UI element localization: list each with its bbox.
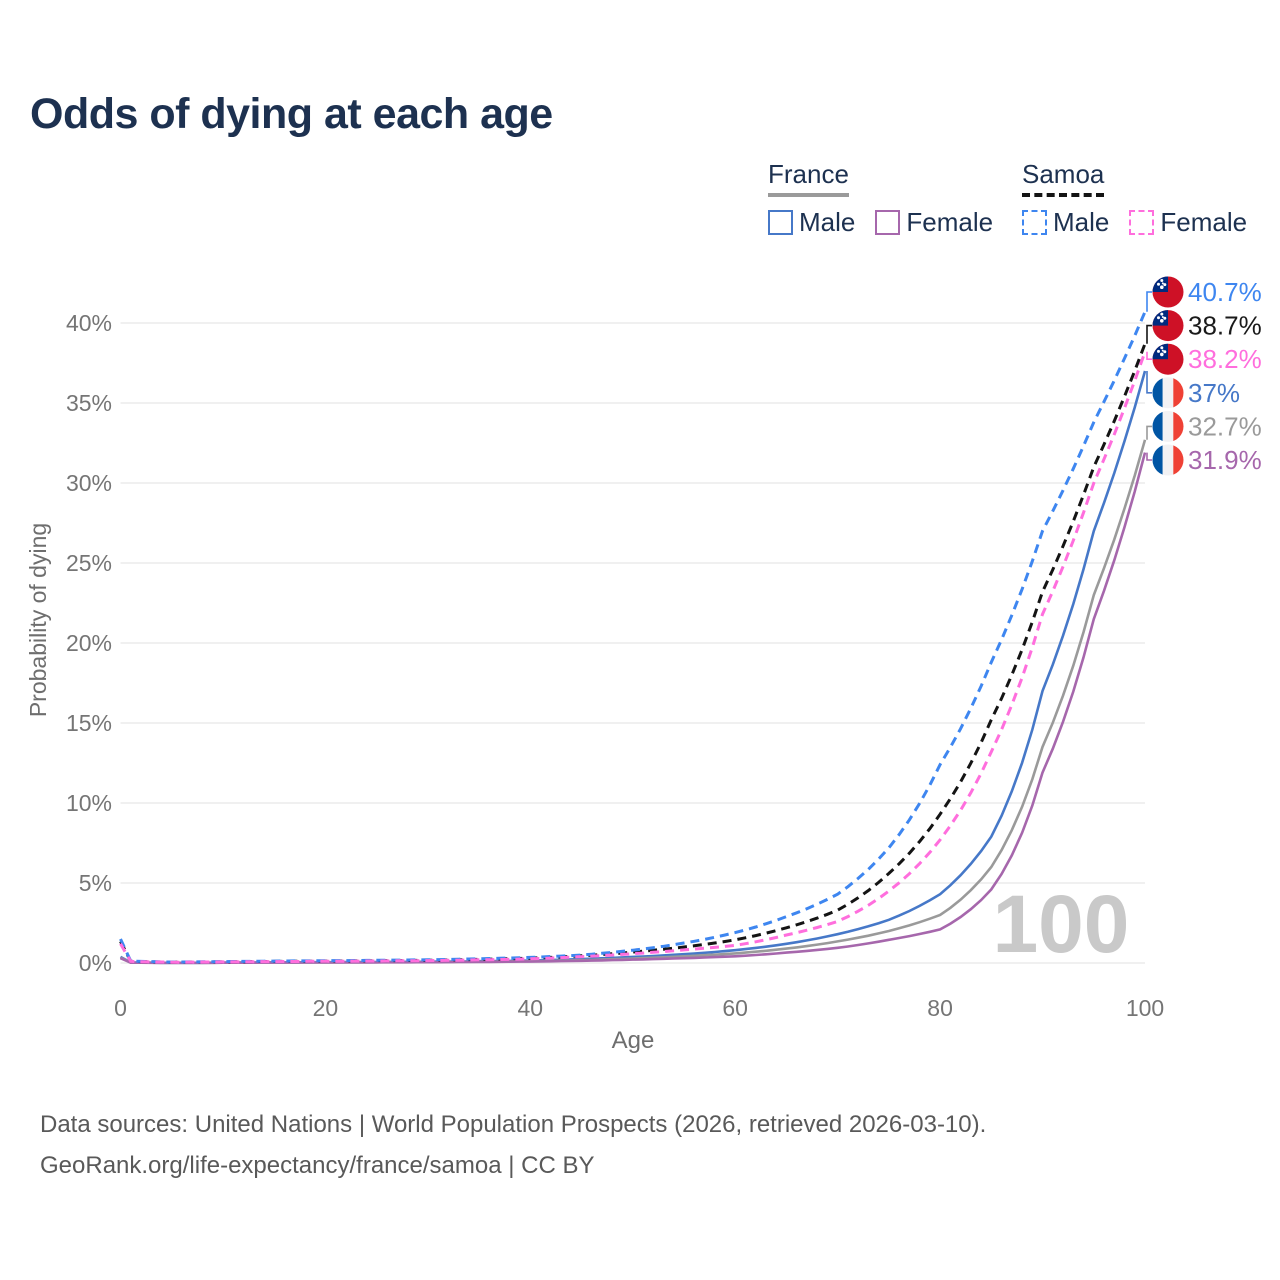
x-axis-title: Age	[612, 1027, 655, 1054]
footer: Data sources: United Nations | World Pop…	[40, 1104, 986, 1186]
curve-samoa-all	[119, 343, 1147, 964]
flag-samoa-icon	[1152, 343, 1184, 375]
x-tick-label: 0	[114, 995, 127, 1021]
label-connector	[1146, 425, 1152, 440]
legend-item-samoa-female: Female	[1129, 207, 1247, 238]
footer-data-sources: Data sources: United Nations | World Pop…	[40, 1111, 987, 1138]
end-label-france-male: 37%	[1188, 378, 1240, 408]
flag-samoa-icon	[1152, 276, 1184, 308]
curve-france-all	[119, 439, 1147, 965]
end-label-samoa-all: 38.7%	[1188, 311, 1262, 341]
y-tick-label: 35%	[66, 390, 112, 416]
curve-samoa-female	[119, 351, 1147, 964]
y-tick-label: 40%	[66, 310, 112, 336]
end-label-france-all: 32.7%	[1188, 411, 1262, 441]
y-tick-label: 20%	[66, 630, 112, 656]
x-tick-label: 80	[927, 995, 953, 1021]
y-tick-label: 0%	[79, 950, 112, 976]
y-tick-label: 25%	[66, 550, 112, 576]
y-tick-label: 5%	[79, 870, 112, 896]
france-female-swatch-icon	[875, 209, 901, 235]
samoa-female-swatch-icon	[1129, 209, 1155, 235]
x-tick-label: 60	[722, 995, 748, 1021]
end-label-samoa-female: 38.2%	[1188, 344, 1262, 374]
y-tick-label: 10%	[66, 790, 112, 816]
samoa-male-swatch-icon	[1022, 209, 1047, 235]
legend-item-samoa-male: Male	[1022, 207, 1109, 238]
legend-item-samoa-female-label: Female	[1160, 206, 1248, 237]
flag-france-icon	[1152, 410, 1184, 442]
legend-group-france: France Male Female	[768, 160, 993, 238]
legend-item-france-female-label: Female	[906, 206, 994, 237]
label-connector	[1146, 324, 1152, 344]
label-connector	[1146, 452, 1152, 461]
legend-group-samoa: Samoa Male Female	[1022, 160, 1247, 238]
label-connector	[1146, 291, 1152, 312]
legend-country-samoa: Samoa	[1022, 159, 1105, 197]
curve-france-male	[119, 370, 1147, 965]
legend-item-samoa-male-label: Male	[1053, 206, 1110, 237]
curve-france-female	[119, 452, 1147, 965]
flag-france-icon	[1152, 377, 1184, 409]
footer-attribution: GeoRank.org/life-expectancy/france/samoa…	[40, 1152, 595, 1179]
legend-country-france-label: France	[768, 159, 849, 189]
age-watermark: 100	[993, 879, 1130, 970]
legend-country-samoa-label: Samoa	[1022, 159, 1105, 189]
label-connector	[1146, 371, 1152, 394]
end-label-samoa-male: 40.7%	[1188, 277, 1262, 307]
france-male-swatch-icon	[768, 209, 793, 235]
y-tick-label: 15%	[66, 710, 112, 736]
x-tick-label: 100	[1126, 995, 1164, 1021]
legend-country-france: France	[768, 160, 849, 197]
x-tick-label: 20	[313, 995, 339, 1021]
flag-samoa-icon	[1152, 310, 1184, 342]
end-label-france-female: 31.9%	[1188, 445, 1262, 475]
legend-item-france-male: Male	[768, 207, 855, 238]
x-tick-label: 40	[518, 995, 544, 1021]
label-connector	[1146, 351, 1152, 360]
legend-item-france-female: Female	[875, 207, 993, 238]
flag-france-icon	[1152, 444, 1184, 476]
y-axis-title: Probability of dying	[25, 523, 51, 717]
page-title: Odds of dying at each age	[30, 90, 553, 138]
legend-item-france-male-label: Male	[799, 206, 856, 237]
y-tick-label: 30%	[66, 470, 112, 496]
